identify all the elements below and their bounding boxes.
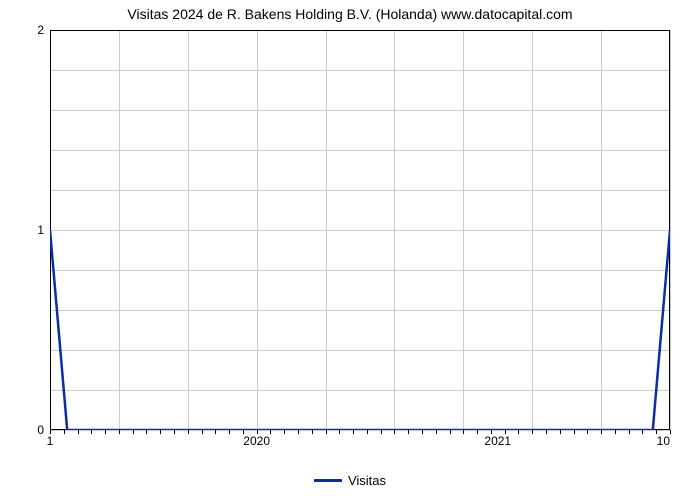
legend: Visitas: [0, 470, 700, 488]
legend-item-visitas: Visitas: [314, 473, 386, 488]
x-minor-tick: [215, 430, 216, 434]
x-minor-tick: [642, 430, 643, 434]
x-minor-tick: [133, 430, 134, 434]
x-minor-tick: [119, 430, 120, 434]
series-path: [50, 230, 670, 430]
x-minor-tick: [78, 430, 79, 434]
x-minor-tick: [339, 430, 340, 434]
x-minor-tick: [587, 430, 588, 434]
line-series: [50, 30, 670, 430]
x-minor-tick: [477, 430, 478, 434]
x-minor-tick: [518, 430, 519, 434]
x-minor-tick: [574, 430, 575, 434]
chart-title: Visitas 2024 de R. Bakens Holding B.V. (…: [0, 6, 700, 22]
x-minor-tick: [615, 430, 616, 434]
x-end-label: 10: [657, 430, 670, 448]
chart-container: Visitas 2024 de R. Bakens Holding B.V. (…: [0, 0, 700, 500]
x-tick-label: 1: [47, 430, 54, 448]
x-minor-tick: [105, 430, 106, 434]
x-category-label: 2020: [243, 430, 270, 448]
x-minor-tick: [367, 430, 368, 434]
x-minor-tick: [450, 430, 451, 434]
x-minor-tick: [408, 430, 409, 434]
gridline-v: [670, 30, 671, 430]
x-category-label: 2021: [484, 430, 511, 448]
x-minor-tick: [270, 430, 271, 434]
x-minor-tick: [353, 430, 354, 434]
x-minor-tick: [174, 430, 175, 434]
x-minor-tick: [629, 430, 630, 434]
x-minor-tick: [394, 430, 395, 434]
x-minor-tick: [326, 430, 327, 434]
x-minor-tick: [298, 430, 299, 434]
x-minor-tick: [463, 430, 464, 434]
x-minor-tick: [381, 430, 382, 434]
y-tick-label: 2: [37, 23, 50, 37]
x-minor-tick: [670, 430, 671, 434]
x-minor-tick: [160, 430, 161, 434]
x-minor-tick: [91, 430, 92, 434]
x-minor-tick: [422, 430, 423, 434]
x-minor-tick: [284, 430, 285, 434]
plot-area: 01211020202021: [50, 30, 670, 430]
x-minor-tick: [188, 430, 189, 434]
x-minor-tick: [146, 430, 147, 434]
x-minor-tick: [436, 430, 437, 434]
x-minor-tick: [560, 430, 561, 434]
x-minor-tick: [601, 430, 602, 434]
x-minor-tick: [312, 430, 313, 434]
legend-label: Visitas: [348, 473, 386, 488]
x-minor-tick: [202, 430, 203, 434]
y-tick-label: 1: [37, 223, 50, 237]
gridline-h: [50, 430, 670, 431]
x-minor-tick: [532, 430, 533, 434]
legend-swatch: [314, 479, 342, 482]
x-minor-tick: [546, 430, 547, 434]
x-minor-tick: [229, 430, 230, 434]
x-minor-tick: [64, 430, 65, 434]
